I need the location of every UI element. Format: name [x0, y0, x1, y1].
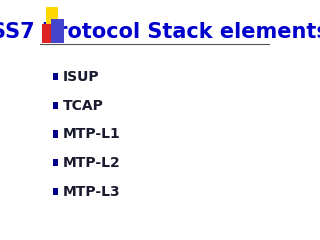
Bar	[52, 159, 58, 166]
Bar	[42, 24, 55, 43]
Text: MTP-L2: MTP-L2	[63, 156, 121, 170]
Bar	[52, 130, 58, 138]
Bar	[51, 19, 64, 43]
Text: ISUP: ISUP	[63, 70, 100, 84]
Bar	[52, 188, 58, 195]
Bar	[52, 73, 58, 80]
Text: MTP-L1: MTP-L1	[63, 127, 121, 141]
Bar	[52, 102, 58, 109]
Text: TCAP: TCAP	[63, 99, 104, 113]
Text: SS7 Protocol Stack elements: SS7 Protocol Stack elements	[0, 22, 320, 42]
Text: MTP-L3: MTP-L3	[63, 185, 121, 199]
Bar	[46, 7, 58, 31]
